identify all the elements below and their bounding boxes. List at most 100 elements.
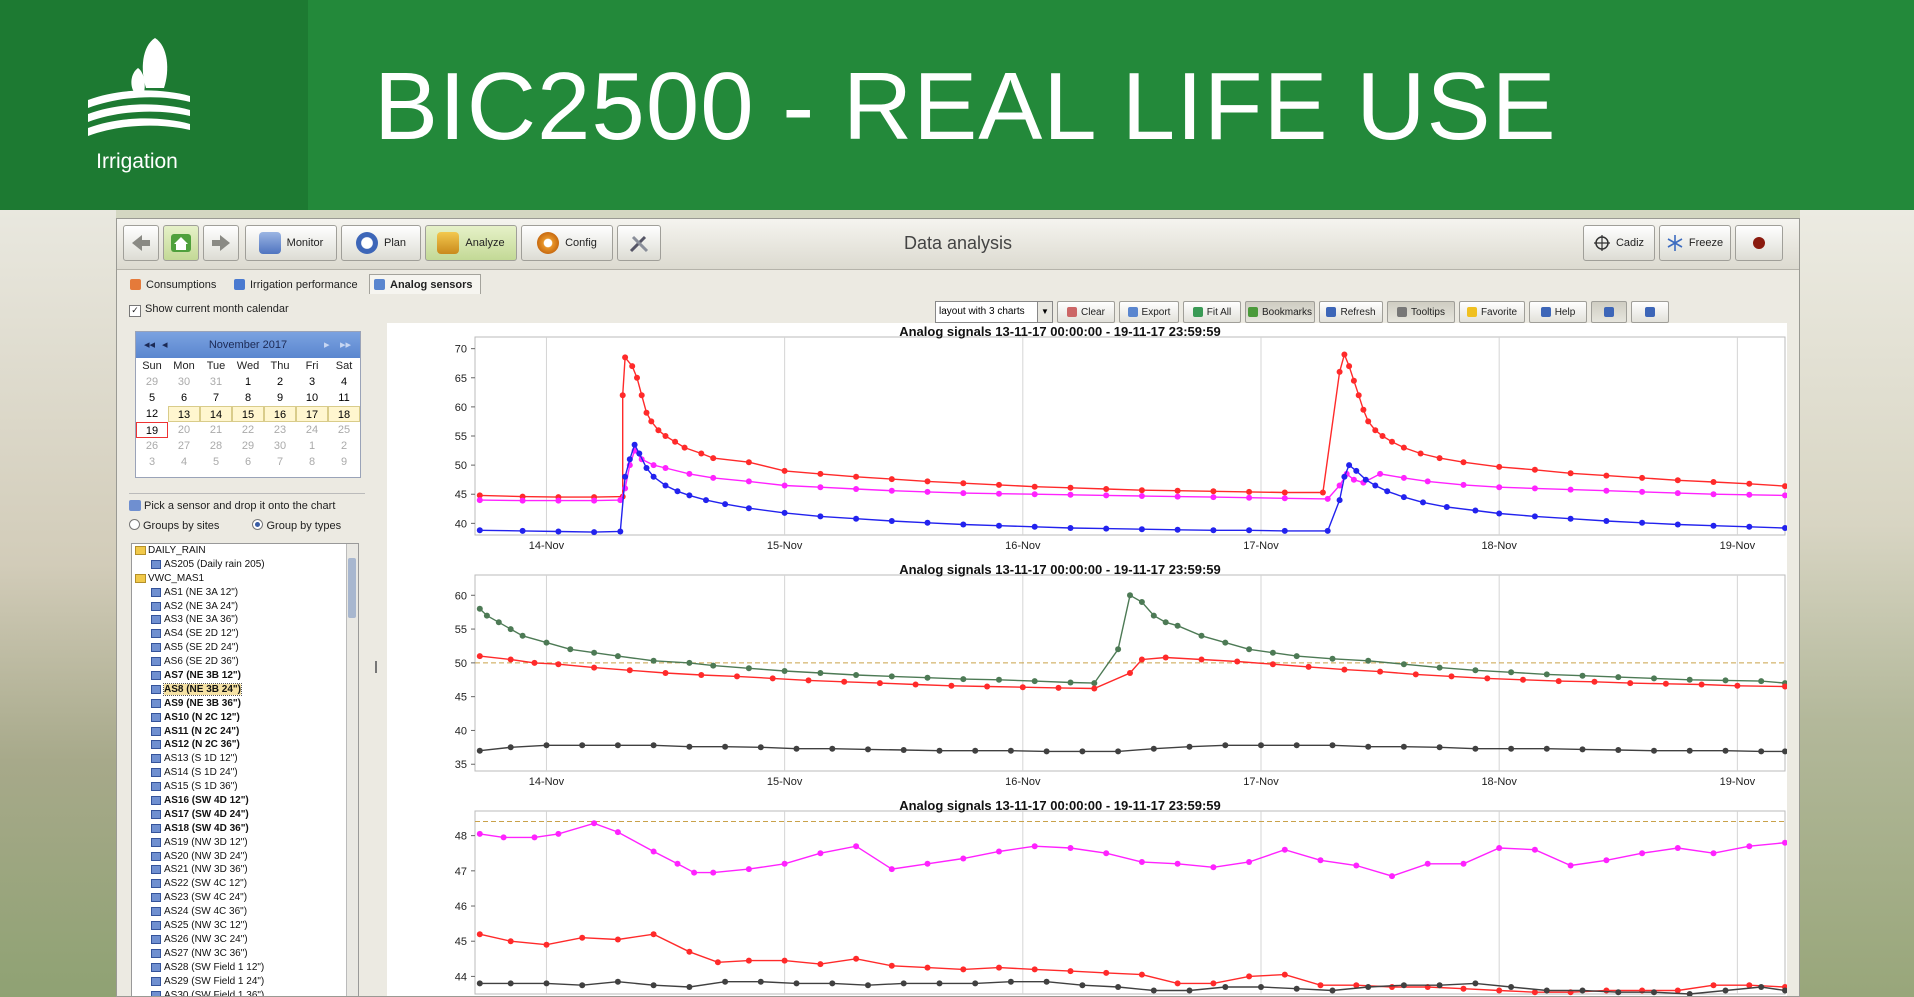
plan-button[interactable]: Plan xyxy=(341,225,421,261)
tree-sensor-item[interactable]: AS13 (S 1D 12") xyxy=(132,752,358,766)
calendar-day[interactable]: 4 xyxy=(340,376,348,388)
calendar-day[interactable]: 26 xyxy=(145,440,159,452)
tree-sensor-item[interactable]: AS24 (SW 4C 36") xyxy=(132,905,358,919)
calendar-day[interactable]: 25 xyxy=(337,424,351,436)
tree-folder[interactable]: VWC_MAS1 xyxy=(132,572,358,586)
calendar-day[interactable]: 12 xyxy=(145,408,159,420)
calendar-day[interactable]: 3 xyxy=(148,456,156,468)
prev-year-button[interactable]: ◂◂ xyxy=(144,339,156,351)
refresh-button[interactable]: Refresh xyxy=(1319,301,1383,323)
tab-analog-sensors[interactable]: Analog sensors xyxy=(369,274,481,294)
tree-sensor-item[interactable]: AS25 (NW 3C 12") xyxy=(132,919,358,933)
next-year-button[interactable]: ▸▸ xyxy=(340,339,352,351)
tree-sensor-item[interactable]: AS20 (NW 3D 24") xyxy=(132,850,358,864)
group-by-sites-option[interactable]: Groups by sites xyxy=(129,519,219,532)
calendar-day[interactable]: 10 xyxy=(305,392,319,404)
tree-sensor-item[interactable]: AS6 (SE 2D 36") xyxy=(132,655,358,669)
tree-sensor-item[interactable]: AS2 (NE 3A 24") xyxy=(132,600,358,614)
config-button[interactable]: Config xyxy=(521,225,613,261)
tab-irrigation-performance[interactable]: Irrigation performance xyxy=(229,274,365,294)
favorite-button[interactable]: Favorite xyxy=(1459,301,1525,323)
calendar-day[interactable]: 18 xyxy=(328,406,360,422)
calendar-day[interactable]: 9 xyxy=(340,456,348,468)
tooltips-button[interactable]: Tooltips xyxy=(1387,301,1455,323)
calendar-day[interactable]: 13 xyxy=(168,406,200,422)
tree-sensor-item[interactable]: AS5 (SE 2D 24") xyxy=(132,641,358,655)
calendar-day[interactable]: 9 xyxy=(276,392,284,404)
tree-sensor-item[interactable]: AS205 (Daily rain 205) xyxy=(132,558,358,572)
group-by-types-radio[interactable] xyxy=(252,519,264,530)
bookmarks-button[interactable]: Bookmarks xyxy=(1245,301,1315,323)
calendar-day[interactable]: 5 xyxy=(212,456,220,468)
calendar-day[interactable]: 29 xyxy=(241,440,255,452)
tree-sensor-item[interactable]: AS1 (NE 3A 12") xyxy=(132,586,358,600)
calendar-day[interactable]: 29 xyxy=(145,376,159,388)
calendar-day[interactable]: 24 xyxy=(305,424,319,436)
calendar-day[interactable]: 11 xyxy=(338,392,350,404)
calendar-day[interactable]: 7 xyxy=(276,456,284,468)
tree-sensor-item[interactable]: AS28 (SW Field 1 12") xyxy=(132,961,358,975)
tree-sensor-item[interactable]: AS30 (SW Field 1 36") xyxy=(132,989,358,996)
calendar-day[interactable]: 30 xyxy=(273,440,287,452)
calendar-day[interactable]: 1 xyxy=(244,376,252,388)
calendar-day[interactable]: 2 xyxy=(276,376,284,388)
tree-sensor-item[interactable]: AS22 (SW 4C 12") xyxy=(132,877,358,891)
tree-sensor-item[interactable]: AS29 (SW Field 1 24") xyxy=(132,975,358,989)
panel-splitter[interactable] xyxy=(375,661,381,673)
calendar-day[interactable]: 17 xyxy=(296,406,328,422)
group-by-types-option[interactable]: Group by types xyxy=(252,519,341,532)
tree-sensor-item[interactable]: AS23 (SW 4C 24") xyxy=(132,891,358,905)
group-by-sites-radio[interactable] xyxy=(129,519,140,530)
tree-sensor-item[interactable]: AS19 (NW 3D 12") xyxy=(132,836,358,850)
calendar-day[interactable]: 22 xyxy=(241,424,255,436)
tree-sensor-item[interactable]: AS10 (N 2C 12") xyxy=(132,711,358,725)
fit-all-button[interactable]: Fit All xyxy=(1183,301,1241,323)
show-calendar-checkbox[interactable]: ✓ xyxy=(129,305,141,317)
calendar-day[interactable]: 27 xyxy=(177,440,191,452)
calendar-day[interactable]: 23 xyxy=(273,424,287,436)
tree-sensor-item[interactable]: AS12 (N 2C 36") xyxy=(132,738,358,752)
tree-sensor-item[interactable]: AS14 (S 1D 24") xyxy=(132,766,358,780)
tree-sensor-item[interactable]: AS3 (NE 3A 36") xyxy=(132,613,358,627)
tree-sensor-item[interactable]: AS26 (NW 3C 24") xyxy=(132,933,358,947)
chevron-down-icon[interactable]: ▼ xyxy=(1037,302,1052,322)
tree-sensor-item[interactable]: AS7 (NE 3B 12") xyxy=(132,669,358,683)
tab-consumptions[interactable]: Consumptions xyxy=(125,274,225,294)
tree-sensor-item[interactable]: AS8 (NE 3B 24") xyxy=(132,682,358,697)
export-button[interactable]: Export xyxy=(1119,301,1179,323)
show-calendar-row[interactable]: ✓ Show current month calendar xyxy=(129,301,365,317)
calendar-day[interactable]: 1 xyxy=(308,440,316,452)
calendar-day[interactable]: 8 xyxy=(244,392,252,404)
tree-sensor-item[interactable]: AS4 (SE 2D 12") xyxy=(132,627,358,641)
monitor-button[interactable]: Monitor xyxy=(245,225,337,261)
calendar-day[interactable]: 21 xyxy=(209,424,223,436)
calendar-day[interactable]: 31 xyxy=(209,376,223,388)
next-month-button[interactable]: ▸ xyxy=(324,339,330,351)
layout-single-button[interactable] xyxy=(1631,301,1669,323)
analyze-button[interactable]: Analyze xyxy=(425,225,517,261)
calendar-day[interactable]: 7 xyxy=(212,392,220,404)
tree-scrollbar[interactable] xyxy=(346,544,358,996)
clear-button[interactable]: Clear xyxy=(1057,301,1115,323)
calendar-day[interactable]: 15 xyxy=(232,406,264,422)
charts-svg[interactable]: Analog signals 13-11-17 00:00:00 - 19-11… xyxy=(387,323,1788,997)
tree-sensor-item[interactable]: AS17 (SW 4D 24") xyxy=(132,808,358,822)
layout-split-button[interactable] xyxy=(1591,301,1627,323)
calendar-day[interactable]: 8 xyxy=(308,456,316,468)
prev-month-button[interactable]: ◂ xyxy=(162,339,168,351)
tree-folder[interactable]: DAILY_RAIN xyxy=(132,544,358,558)
calendar-day[interactable]: 4 xyxy=(180,456,188,468)
calendar-day[interactable]: 3 xyxy=(308,376,316,388)
calendar-day[interactable]: 30 xyxy=(177,376,191,388)
calendar-day[interactable]: 6 xyxy=(180,392,188,404)
tools-button[interactable] xyxy=(617,225,661,261)
calendar-day[interactable]: 19 xyxy=(136,422,168,438)
calendar-day[interactable]: 14 xyxy=(200,406,232,422)
tree-scrollbar-thumb[interactable] xyxy=(348,558,356,618)
calendar-day[interactable]: 6 xyxy=(244,456,252,468)
calendar-day[interactable]: 28 xyxy=(209,440,223,452)
forward-button[interactable] xyxy=(203,225,239,261)
back-button[interactable] xyxy=(123,225,159,261)
help-button[interactable]: Help xyxy=(1529,301,1587,323)
home-button[interactable] xyxy=(163,225,199,261)
